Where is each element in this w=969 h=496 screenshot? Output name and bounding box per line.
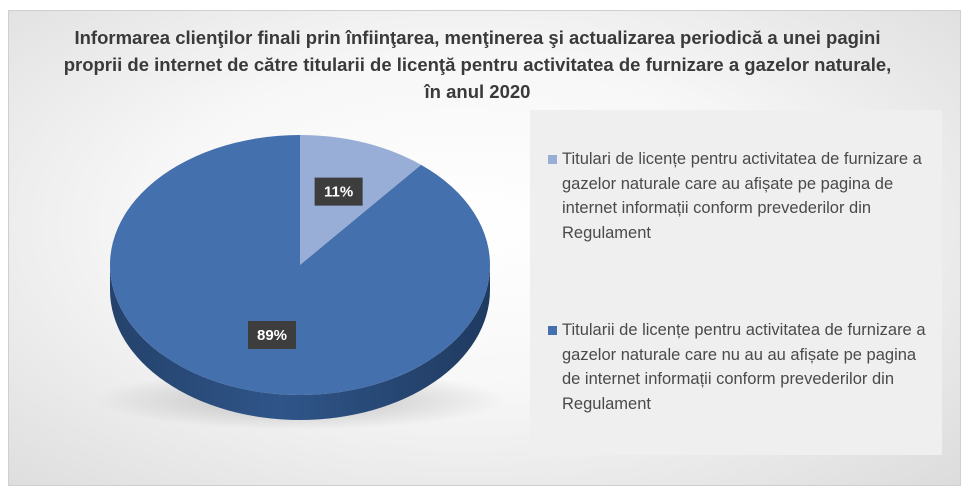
legend-label-afisate: Titulari de licențe pentru activitatea d… <box>562 150 922 242</box>
legend-item-neafisate: Titularii de licențe pentru activitatea … <box>548 318 928 416</box>
chart-title: Informarea clienţilor finali prin înfiin… <box>63 27 892 102</box>
pie-side-wall <box>110 265 490 420</box>
data-label-box <box>314 177 363 206</box>
data-label-text: 89% <box>257 327 287 344</box>
data-label-neafisate: 89% <box>248 321 296 349</box>
data-label-text: 11% <box>324 184 353 201</box>
legend-panel <box>530 110 942 455</box>
legend-label-neafisate: Titularii de licențe pentru activitatea … <box>562 321 926 413</box>
legend-item-afisate: Titulari de licențe pentru activitatea d… <box>548 147 928 245</box>
legend-swatch-neafisate <box>548 326 557 335</box>
legend-swatch-afisate <box>548 155 557 164</box>
data-label-box <box>248 321 296 349</box>
data-label-afisate: 11% <box>314 177 363 206</box>
pie-slice-neafisate <box>110 135 491 396</box>
